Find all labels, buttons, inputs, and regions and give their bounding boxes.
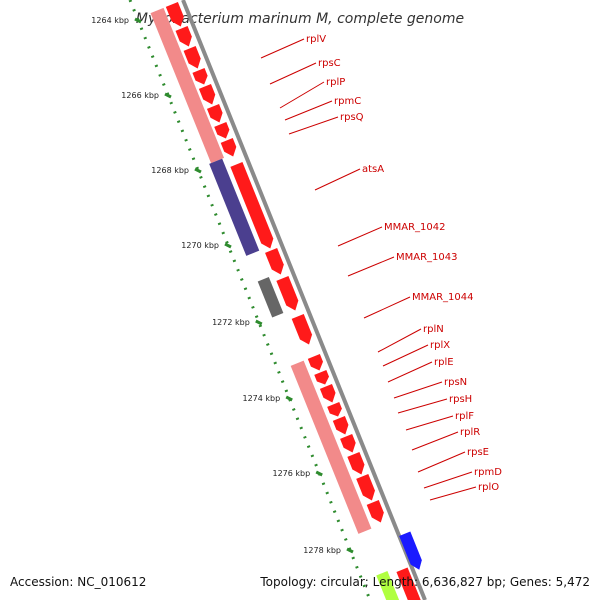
ruler-tick: [285, 395, 293, 402]
gene-label: rplN: [423, 324, 444, 335]
gene-label: atsA: [362, 164, 384, 175]
gene-arrow: [230, 162, 274, 249]
ruler-tick: [315, 470, 323, 477]
ruler-tick-label: 1270 kbp: [181, 241, 219, 250]
gene-arrow: [183, 46, 201, 69]
gene-arrow: [206, 104, 223, 123]
gene-label: rplE: [434, 357, 454, 368]
gene-label: rpsQ: [340, 112, 364, 123]
gene-arrow: [340, 434, 356, 453]
gene-leader-line: [363, 296, 411, 319]
ruler-tick: [194, 167, 202, 174]
gene-arrow: [214, 122, 230, 139]
operon-block: [209, 158, 260, 256]
gene-label: rpsN: [444, 377, 467, 388]
genome-backbone: [181, 0, 427, 600]
kbp-ruler: 1264 kbp 1266 kbp 1268 kbp 1270 kbp 1272 kbp…: [91, 0, 372, 600]
gene-arrow: [192, 68, 208, 85]
gene-arrow: [165, 2, 184, 27]
ruler-dotted-line: [128, 0, 372, 600]
gene-arrow: [276, 276, 299, 311]
gene-arrow: [366, 500, 384, 523]
gene-leader-line: [284, 100, 333, 121]
gene-features: [150, 2, 422, 600]
gene-block: [257, 276, 284, 318]
gene-arrow: [347, 452, 365, 475]
ruler-tick-label: 1266 kbp: [121, 91, 159, 100]
gene-arrow: [327, 402, 342, 417]
ruler-tick-label: 1268 kbp: [151, 166, 189, 175]
genome-summary-text: Topology: circular; Length: 6,636,827 bp…: [259, 575, 590, 589]
ruler-tick: [255, 319, 263, 326]
gene-arrow: [220, 138, 237, 157]
gene-leader-line: [382, 344, 429, 367]
gene-arrow: [396, 567, 422, 600]
gene-label: rplR: [460, 427, 480, 438]
ruler-tick: [134, 17, 142, 24]
gene-label: rpmD: [474, 467, 502, 478]
gene-label: rpsE: [467, 447, 489, 458]
gene-label: rplV: [306, 34, 326, 45]
gene-arrow: [265, 248, 284, 275]
gene-label: rplX: [430, 340, 450, 351]
gene-labels: rplV rpsC rplP rpmC rpsQ atsA MMAR_1042 MMAR_10…: [260, 34, 502, 501]
operon-bar: [150, 7, 225, 164]
gene-label: rpsH: [449, 394, 472, 405]
gene-label: MMAR_1042: [384, 222, 446, 233]
ruler-tick: [164, 92, 172, 99]
gene-leader-line: [279, 81, 325, 109]
gene-leader-line: [288, 116, 339, 135]
gene-leader-line: [397, 398, 448, 414]
gene-leader-line: [429, 486, 477, 501]
gene-arrow: [291, 314, 313, 345]
ruler-tick: [224, 242, 232, 249]
ruler-tick-label: 1278 kbp: [303, 546, 341, 555]
gene-leader-line: [377, 328, 422, 353]
gene-arrow: [356, 474, 375, 501]
ruler-tick-label: 1276 kbp: [272, 469, 310, 478]
gene-leader-line: [314, 168, 361, 191]
gene-leader-line: [411, 431, 459, 451]
gene-leader-line: [387, 361, 433, 383]
gene-leader-line: [347, 256, 395, 277]
operon-bar: [290, 360, 372, 534]
gene-leader-line: [337, 226, 383, 247]
gene-leader-line: [269, 62, 317, 85]
ruler-tick-label: 1274 kbp: [242, 394, 280, 403]
gene-block-lime: [376, 570, 403, 600]
gene-leader-line: [417, 451, 466, 473]
gene-arrow: [198, 84, 216, 105]
backbone-line: [181, 0, 427, 600]
gene-label: rplO: [478, 482, 499, 493]
gene-arrow: [307, 354, 323, 371]
gene-arrow: [175, 26, 192, 47]
gene-label: MMAR_1044: [412, 292, 474, 303]
gene-label: MMAR_1043: [396, 252, 458, 263]
gene-leader-line: [260, 38, 305, 59]
ruler-tick-label: 1264 kbp: [91, 16, 129, 25]
gene-leader-line: [405, 415, 454, 431]
accession-text: Accession: NC_010612: [10, 575, 146, 589]
gene-leader-line: [423, 471, 473, 489]
gene-label: rplP: [326, 77, 345, 88]
ruler-tick: [346, 547, 354, 554]
gene-arrow: [319, 384, 336, 403]
gene-arrow-blue: [399, 531, 422, 570]
gene-label: rplF: [455, 411, 474, 422]
gene-label: rpsC: [318, 58, 341, 69]
gene-arrow: [332, 416, 349, 435]
gene-arrow: [314, 370, 329, 385]
map-title: Mycobacterium marinum M, complete genome: [136, 11, 464, 27]
gene-label: rpmC: [334, 96, 361, 107]
ruler-tick-label: 1272 kbp: [212, 318, 250, 327]
gene-leader-line: [393, 381, 443, 399]
